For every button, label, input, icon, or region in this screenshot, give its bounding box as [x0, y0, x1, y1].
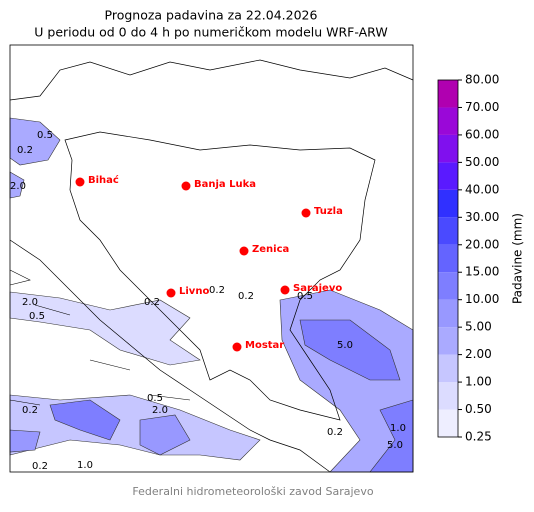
city-marker — [280, 285, 290, 295]
colorbar-tick-label: 40.00 — [465, 182, 499, 196]
colorbar-level — [438, 272, 458, 300]
city-label: Sarajevo — [293, 283, 342, 294]
city-marker — [75, 177, 85, 187]
city-marker — [181, 181, 191, 191]
contour-label: 2.0 — [22, 297, 38, 308]
contour-label: 0.5 — [37, 130, 53, 141]
colorbar-level — [438, 299, 458, 328]
colorbar-label: Padavine (mm) — [511, 213, 525, 304]
city-label: Zenica — [252, 244, 289, 255]
precip-area — [139, 414, 191, 456]
coastline — [9, 239, 331, 473]
colorbar-tick-label: 5.00 — [465, 320, 492, 334]
colorbar-tick-label: 0.25 — [465, 430, 492, 444]
map: 0.50.22.00.20.50.22.00.50.25.00.52.00.2 1… — [9, 44, 414, 473]
contour-label: 0.2 — [209, 285, 225, 296]
contour-label: 5.0 — [337, 340, 353, 351]
island — [9, 269, 191, 406]
colorbar-level — [438, 107, 458, 135]
colorbar-tick-label: 15.00 — [465, 265, 499, 279]
contour-label: 1.0 — [77, 460, 93, 471]
colorbar-level — [438, 409, 458, 437]
colorbar-level — [438, 354, 458, 383]
city-label: Tuzla — [314, 206, 343, 217]
colorbar-level — [438, 244, 458, 273]
colorbar: 0.25 0.50 1.00 2.00 5.00 10.00 15.00 20.00 30.00… — [437, 73, 525, 444]
colorbar-level — [438, 327, 458, 355]
contour-label: 2.0 — [10, 181, 26, 192]
footer: Federalni hidrometeorološki zavod Saraje… — [132, 485, 373, 498]
colorbar-tick-label: 50.00 — [465, 155, 499, 169]
precip-area — [9, 291, 201, 366]
border — [64, 131, 376, 421]
city-marker — [239, 246, 249, 256]
colorbar-tick-label: 2.00 — [465, 347, 492, 361]
contour-labels: 0.50.22.00.20.50.22.00.50.25.00.52.00.2 1… — [10, 130, 406, 472]
colorbar-frame — [437, 79, 459, 438]
colorbar-level — [438, 162, 458, 190]
city-marker — [301, 208, 311, 218]
colorbar-tick-label: 60.00 — [465, 127, 499, 141]
contour-label: 1.0 — [390, 423, 406, 434]
colorbar-level — [438, 217, 458, 245]
precip-area — [9, 429, 41, 453]
colorbar-level — [438, 80, 458, 108]
colorbar-tick-label: 70.00 — [465, 100, 499, 114]
colorbar-level — [438, 189, 458, 218]
contour-label: 0.5 — [29, 311, 45, 322]
contour-label: 0.2 — [144, 297, 160, 308]
precip-area — [299, 319, 401, 381]
colorbar-tick-label: 80.00 — [465, 73, 499, 87]
contour-label: 0.5 — [297, 291, 313, 302]
precip-area — [49, 399, 121, 441]
colorbar-tick-label: 0.50 — [465, 402, 492, 416]
colorbar-level — [438, 134, 458, 163]
contour-label: 0.5 — [147, 393, 163, 404]
city-marker — [166, 288, 176, 298]
map-frame — [9, 44, 414, 473]
contour-label: 0.2 — [238, 291, 254, 302]
contour-label: 2.0 — [152, 405, 168, 416]
contour-label: 5.0 — [387, 440, 403, 451]
contour-label: 0.2 — [32, 461, 48, 472]
border — [9, 59, 414, 101]
colorbar-tick-label: 20.00 — [465, 237, 499, 251]
colorbar-tick-label: 1.00 — [465, 375, 492, 389]
city-marker — [232, 342, 242, 352]
contour-label: 0.2 — [17, 145, 33, 156]
city-label: Mostar — [245, 340, 284, 351]
colorbar-level — [438, 382, 458, 410]
city-label: Bihać — [88, 174, 119, 186]
city-label: Banja Luka — [194, 179, 256, 190]
cities: Bihać Banja Luka Tuzla Zenica Livno Sarajevo M… — [75, 174, 343, 352]
colorbar-tick-label: 10.00 — [465, 292, 499, 306]
colorbar-tick-label: 30.00 — [465, 210, 499, 224]
contour-label: 0.2 — [22, 405, 38, 416]
subtitle: U periodu od 0 do 4 h po numeričkom mode… — [34, 25, 387, 40]
city-label: Livno — [179, 286, 209, 297]
contour-label: 0.2 — [327, 427, 343, 438]
title: Prognoza padavina za 22.04.2026 — [105, 8, 318, 23]
